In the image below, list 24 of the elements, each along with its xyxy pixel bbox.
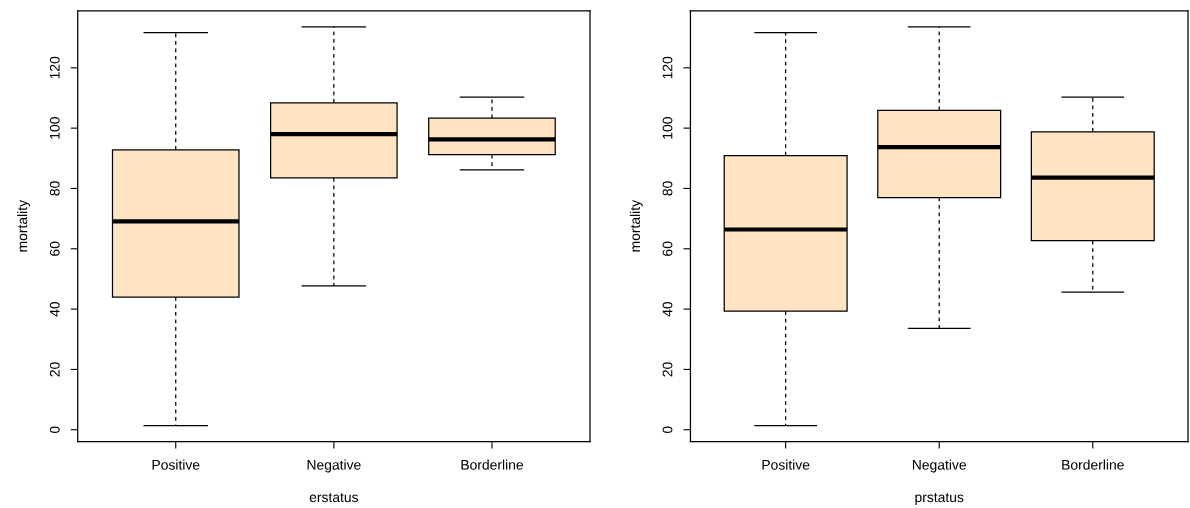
x-axis-title: erstatus bbox=[309, 493, 359, 503]
x-tick-label: Borderline bbox=[461, 459, 524, 470]
y-tick-label: 0 bbox=[49, 426, 60, 434]
y-axis-title: mortality bbox=[17, 199, 31, 252]
x-axis-title: prstatus bbox=[915, 493, 964, 505]
x-tick-label: Positive bbox=[762, 459, 810, 470]
y-tick-label: 100 bbox=[49, 117, 60, 139]
y-tick-label: 60 bbox=[49, 241, 60, 256]
y-tick-label: 100 bbox=[662, 117, 673, 139]
y-tick-label: 60 bbox=[662, 241, 673, 256]
y-tick-label: 120 bbox=[49, 56, 60, 79]
y-tick-label: 20 bbox=[49, 362, 60, 377]
y-tick-label: 40 bbox=[662, 301, 673, 317]
y-tick-label: 80 bbox=[49, 181, 60, 196]
y-tick-label: 20 bbox=[662, 362, 673, 377]
y-axis-title: mortality bbox=[629, 199, 643, 252]
x-tick-label: Negative bbox=[307, 459, 361, 473]
y-tick-label: 40 bbox=[49, 301, 60, 317]
x-tick-label: Positive bbox=[152, 459, 200, 470]
x-tick-label: Borderline bbox=[1062, 459, 1124, 470]
y-tick-label: 0 bbox=[662, 426, 673, 434]
y-tick-label: 120 bbox=[662, 56, 673, 79]
x-tick-label: Negative bbox=[912, 459, 966, 473]
y-tick-label: 80 bbox=[662, 181, 673, 196]
